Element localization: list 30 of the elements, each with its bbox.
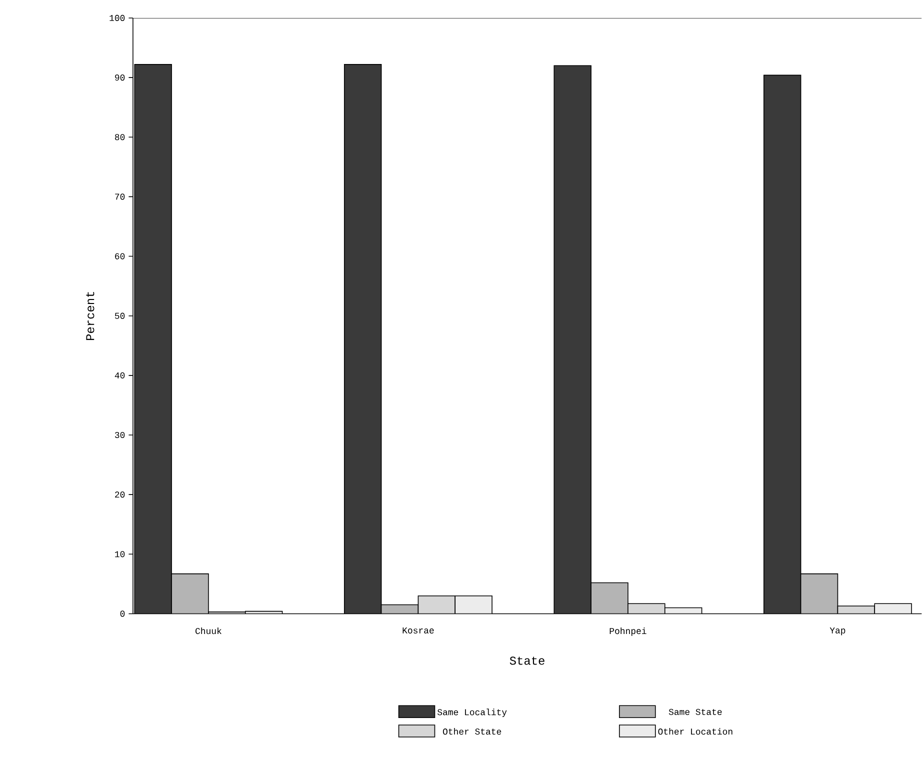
legend-label: Other Location [658, 728, 732, 735]
y-tick-label: 90 [115, 74, 125, 81]
y-tick-label: 100 [110, 15, 125, 22]
legend-label: Other State [442, 728, 502, 735]
bar [381, 604, 418, 614]
bar [664, 608, 702, 614]
y-tick-label: 80 [115, 134, 125, 140]
x-tick-label: Chuuk [196, 628, 222, 634]
x-tick-label: Yap [830, 628, 846, 636]
x-tick-label: Kosrae [402, 628, 434, 634]
y-tick-label: 30 [114, 432, 125, 438]
y-tick-label: 20 [115, 492, 125, 498]
legend-label: Same State [668, 709, 722, 716]
bar [172, 574, 208, 614]
x-tick-label: Pohnpei [610, 628, 646, 636]
legend-label: Same Locality [437, 708, 507, 718]
bar [418, 596, 456, 614]
bar [874, 603, 912, 614]
bar [455, 596, 492, 614]
bar [628, 604, 665, 614]
y-tick-label: 40 [114, 372, 125, 379]
x-axis-title: State [510, 656, 544, 665]
y-tick-label: 50 [114, 312, 125, 320]
y-tick-label: 10 [115, 551, 125, 558]
y-tick-label: 0 [120, 610, 125, 617]
bar [591, 582, 628, 614]
y-axis-title: Percent [86, 292, 94, 340]
y-tick-label: 60 [115, 253, 125, 260]
y-tick-label: 70 [115, 194, 125, 200]
bar [800, 574, 838, 614]
